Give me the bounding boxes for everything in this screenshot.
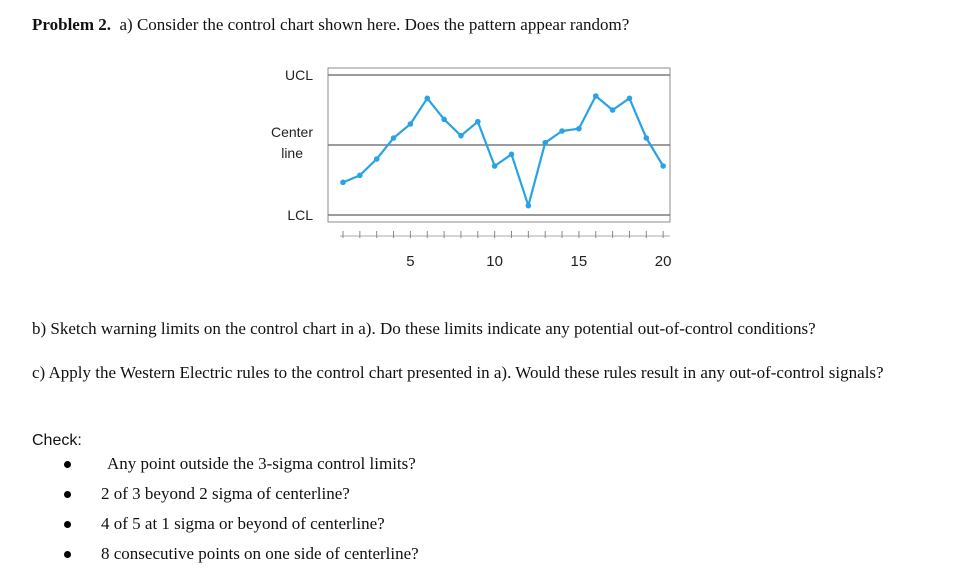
data-point	[424, 95, 431, 102]
question-a: a) Consider the control chart shown here…	[119, 15, 630, 34]
data-point	[576, 125, 582, 132]
data-point	[491, 163, 498, 169]
data-point	[390, 135, 397, 141]
check-item-text: Any point outside the 3-sigma control li…	[107, 454, 416, 473]
bullet-icon	[64, 520, 71, 528]
data-point	[475, 118, 481, 125]
check-label: Check:	[32, 432, 82, 449]
data-point	[525, 202, 532, 209]
control-chart: UCL Center line LCL 5 10 15 20	[271, 67, 672, 270]
center-label-line2: line	[281, 145, 303, 161]
bullet-icon	[64, 550, 71, 558]
data-point	[559, 128, 565, 134]
data-point	[542, 139, 548, 146]
question-c: c) Apply the Western Electric rules to t…	[32, 363, 884, 382]
question-b: b) Sketch warning limits on the control …	[32, 319, 816, 338]
data-point	[458, 132, 464, 139]
data-point	[643, 135, 650, 141]
data-point	[407, 121, 414, 127]
data-point	[660, 163, 666, 169]
check-item: 8 consecutive points on one side of cent…	[64, 542, 419, 566]
data-point	[508, 151, 515, 158]
data-point	[373, 156, 380, 162]
data-point	[609, 107, 616, 113]
check-item: Any point outside the 3-sigma control li…	[64, 452, 416, 476]
data-series-line	[342, 94, 665, 207]
bullet-icon	[64, 460, 71, 468]
data-point	[592, 93, 599, 99]
ucl-label: UCL	[285, 67, 313, 83]
data-point	[340, 179, 346, 186]
bullet-icon	[64, 490, 71, 498]
problem-number: Problem 2.	[32, 15, 112, 34]
x-tick-label: 20	[655, 253, 672, 270]
problem-title: Problem 2. a) Consider the control chart…	[32, 14, 629, 36]
center-label: Center	[271, 124, 313, 140]
check-item: 4 of 5 at 1 sigma or beyond of centerlin…	[64, 512, 385, 536]
x-tick-label: 5	[406, 253, 414, 270]
check-item: 2 of 3 beyond 2 sigma of centerline?	[64, 482, 350, 506]
data-point	[357, 172, 363, 179]
check-item-text: 8 consecutive points on one side of cent…	[101, 544, 419, 563]
check-item-text: 4 of 5 at 1 sigma or beyond of centerlin…	[101, 514, 385, 533]
x-tick-label: 10	[486, 253, 503, 270]
lcl-label: LCL	[287, 207, 313, 223]
data-point	[441, 116, 447, 123]
check-item-text: 2 of 3 beyond 2 sigma of centerline?	[101, 484, 350, 503]
data-point	[626, 95, 633, 102]
x-tick-label: 15	[571, 253, 588, 270]
